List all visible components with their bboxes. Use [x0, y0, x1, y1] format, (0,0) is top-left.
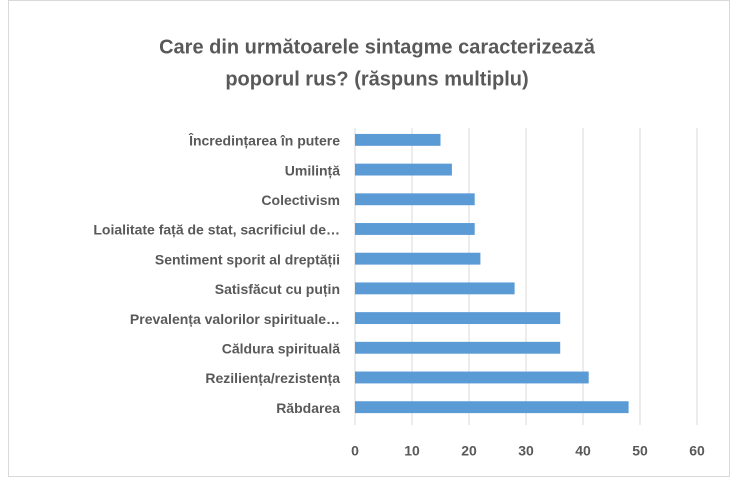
x-tick-label: 60 [689, 443, 705, 459]
y-tick-label: Colectivism [261, 192, 340, 208]
bar [355, 163, 452, 176]
y-tick-label: Răbdarea [276, 400, 340, 416]
bar [355, 341, 561, 354]
bar [355, 401, 629, 414]
x-tick-label: 50 [632, 443, 648, 459]
y-tick-label: Loialitate față de stat, sacrificiul de… [93, 222, 340, 238]
y-tick-label: Prevalența valorilor spirituale… [130, 311, 340, 327]
chart-title: Care din următoarele sintagme caracteriz… [159, 36, 596, 58]
bar [355, 282, 515, 295]
chart-title: poporul rus? (răspuns multiplu) [225, 68, 528, 90]
bar [355, 133, 441, 146]
bar [355, 312, 561, 325]
y-tick-label: Încredințarea în putere [188, 132, 340, 149]
y-tick-label: Sentiment sporit al dreptății [155, 251, 340, 267]
y-tick-label: Reziliența/rezistența [205, 370, 340, 386]
y-tick-label: Umilință [285, 162, 340, 178]
y-tick-label: Căldura spirituală [222, 340, 340, 356]
x-tick-label: 20 [461, 443, 477, 459]
x-tick-label: 10 [404, 443, 420, 459]
x-tick-label: 0 [351, 443, 359, 459]
y-tick-label: Satisfăcut cu puțin [215, 281, 340, 297]
bar [355, 252, 481, 265]
bar [355, 193, 475, 206]
x-tick-label: 40 [575, 443, 591, 459]
bar [355, 223, 475, 235]
chart-border [8, 0, 730, 477]
bar [355, 371, 589, 384]
x-tick-label: 30 [518, 443, 534, 459]
